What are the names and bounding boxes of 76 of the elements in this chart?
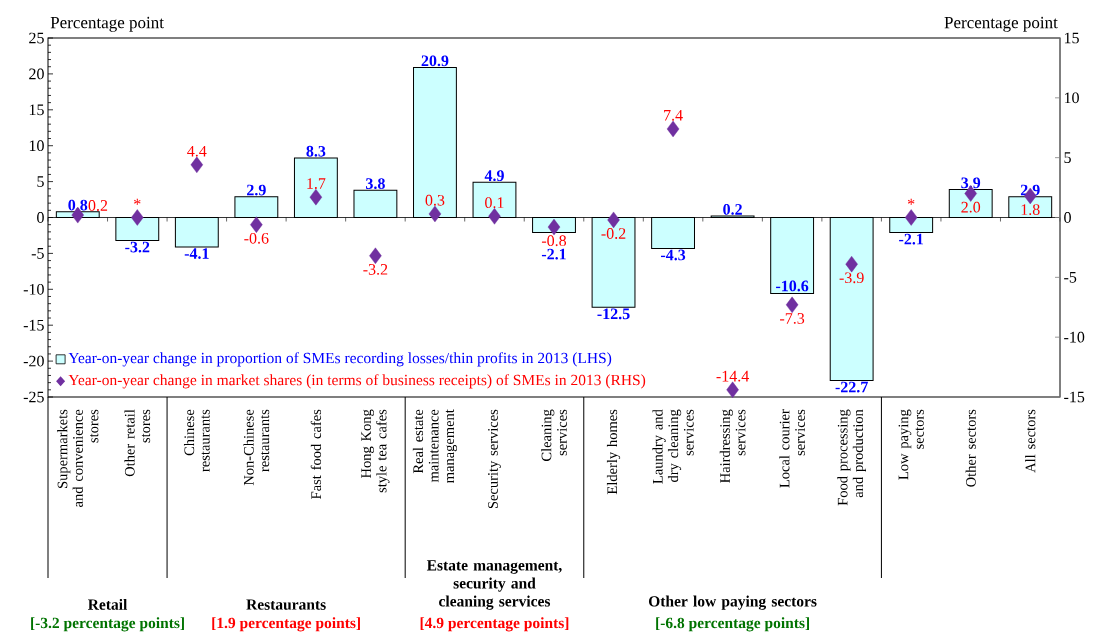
data-label: 0.2 bbox=[723, 204, 742, 215]
y-tick-label: -15 bbox=[23, 319, 44, 331]
data-label: 4.4 bbox=[187, 145, 207, 157]
x-tick-label: Supermarkets and convenience stores bbox=[57, 409, 99, 507]
data-label: 1.7 bbox=[307, 178, 326, 189]
y-tick-label: 10 bbox=[29, 140, 44, 152]
y-tick-label: 25 bbox=[29, 32, 44, 44]
x-tick-label: Fast food cafes bbox=[310, 409, 322, 499]
data-label: 7.4 bbox=[664, 109, 683, 121]
data-label: 2.0 bbox=[961, 201, 981, 213]
text: Restaurants bbox=[246, 599, 326, 610]
data-label: 8.3 bbox=[306, 145, 326, 157]
data-label: -3.2 bbox=[363, 264, 388, 275]
data-label: -14.4 bbox=[716, 370, 750, 382]
x-tick-label: Real estate maintenance management bbox=[412, 409, 458, 483]
y-tick-label: -10 bbox=[23, 283, 44, 295]
y2-tick-label: -10 bbox=[1064, 331, 1085, 343]
data-label: -10.6 bbox=[776, 280, 809, 292]
y2-tick-label: 10 bbox=[1064, 92, 1079, 104]
data-label: 3.9 bbox=[961, 177, 981, 189]
data-label: * bbox=[907, 198, 915, 205]
y-tick-label: -5 bbox=[31, 248, 44, 259]
data-label: 1.8 bbox=[1021, 204, 1040, 216]
x-tick-label: All sectors bbox=[1025, 409, 1036, 473]
data-label: 3.8 bbox=[366, 178, 385, 190]
x-tick-label: Security services bbox=[488, 409, 501, 509]
legend-label: Year-on-year change in market shares (in terms of business receipts) of SMEs in 2013 (RHS) bbox=[68, 374, 646, 389]
data-label: -12.5 bbox=[597, 308, 630, 320]
y-tick-label: 5 bbox=[37, 176, 44, 187]
data-label: -2.1 bbox=[899, 233, 924, 245]
legend-label: Year-on-year change in proportion of SMEs recording losses/thin profits in 2013 (LHS) bbox=[68, 352, 612, 367]
data-label: 0.3 bbox=[425, 194, 445, 206]
y-axis-title: Percentage point bbox=[50, 16, 164, 32]
x-tick-label: Food processing and production bbox=[837, 409, 866, 506]
x-tick-label: Other retail stores bbox=[124, 409, 151, 477]
data-label: 0.2 bbox=[88, 200, 108, 211]
data-label: -4.1 bbox=[184, 248, 209, 259]
y2-tick-label: 0 bbox=[1064, 212, 1071, 223]
text: [4.9 percentage points] bbox=[420, 617, 569, 632]
data-label: 20.9 bbox=[421, 55, 449, 67]
y2-axis-title: Percentage point bbox=[944, 16, 1058, 32]
x-tick-label: Elderly homes bbox=[606, 409, 621, 495]
data-label: 0.8 bbox=[68, 199, 88, 211]
text: [-3.2 percentage points] bbox=[31, 617, 184, 632]
data-label: -0.8 bbox=[541, 235, 567, 247]
data-label: -3.2 bbox=[125, 241, 150, 253]
y2-tick-label: 5 bbox=[1064, 152, 1071, 163]
x-tick-label: Laundry and dry cleaning services bbox=[652, 409, 694, 484]
text: Estate management, security and cleaning services bbox=[426, 560, 562, 610]
text: Retail bbox=[88, 598, 128, 610]
data-label: 2.9 bbox=[247, 184, 266, 196]
y-tick-label: 0 bbox=[37, 212, 44, 223]
data-label: -22.7 bbox=[835, 381, 868, 393]
x-tick-label: Other sectors bbox=[965, 409, 976, 487]
y-tick-label: 20 bbox=[29, 68, 44, 80]
x-tick-label: Hong Kong style tea cafes bbox=[361, 409, 390, 493]
y2-tick-label: -5 bbox=[1064, 272, 1077, 283]
data-label: -7.3 bbox=[780, 313, 805, 324]
data-label: -0.6 bbox=[244, 232, 269, 244]
data-label: -3.9 bbox=[839, 272, 864, 284]
data-label: -4.3 bbox=[660, 249, 686, 261]
data-label: 4.9 bbox=[484, 170, 504, 182]
y2-tick-label: -15 bbox=[1064, 391, 1085, 403]
text: [-6.8 percentage points] bbox=[656, 617, 809, 632]
y-tick-label: -20 bbox=[23, 355, 44, 367]
data-label: -0.2 bbox=[601, 228, 626, 239]
text: [1.9 percentage points] bbox=[212, 617, 360, 632]
text: Other low paying sectors bbox=[648, 595, 817, 610]
data-label: * bbox=[134, 198, 141, 205]
y-tick-label: -25 bbox=[23, 391, 44, 403]
x-tick-label: Low paying sectors bbox=[898, 409, 924, 480]
y-tick-label: 15 bbox=[29, 104, 44, 116]
data-label: 0.1 bbox=[485, 197, 504, 209]
y2-tick-label: 15 bbox=[1064, 32, 1079, 44]
data-label: -2.1 bbox=[541, 248, 566, 260]
x-tick-label: Cleaning services bbox=[541, 409, 567, 461]
